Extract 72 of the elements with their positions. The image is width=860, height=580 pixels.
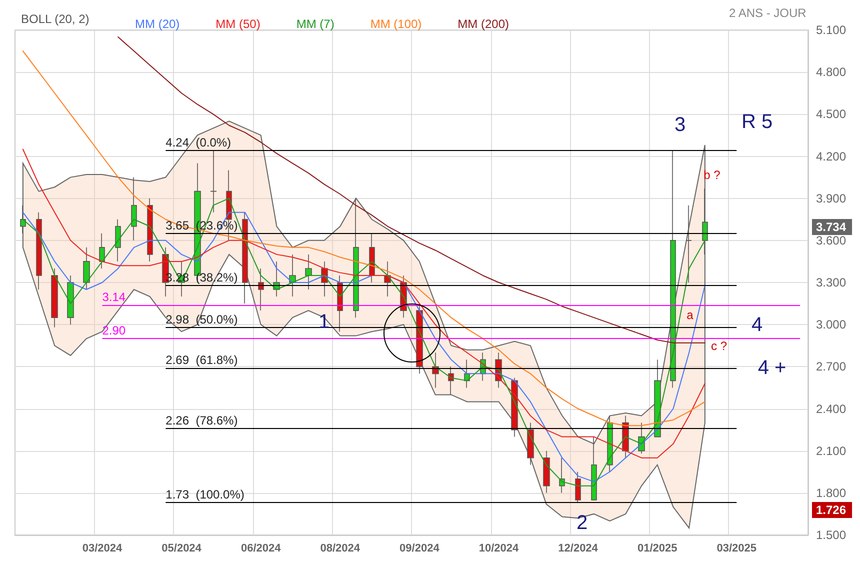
annotation: 3 [674,114,686,136]
candlestick [527,422,534,466]
line-series [22,50,706,426]
ref-line-label: 2.69 (61.8%) [166,353,238,368]
line-series [22,148,706,458]
annotation: 2 [576,512,588,534]
candlestick [369,233,375,283]
text: 1.726 [816,503,846,517]
candlestick [242,212,248,304]
candlestick [51,268,58,328]
x-tick-label: 06/2024 [240,542,282,554]
y-tick-label: 3.300 [816,276,846,290]
candlestick [305,254,312,290]
y-tick-label: 1.800 [816,486,846,500]
y-tick-label: 3.000 [816,318,846,332]
candlestick [670,150,676,388]
candlestick [210,150,217,213]
candlestick [131,176,137,241]
ref-line-label: 1.73 (100.0%) [166,488,244,502]
y-tick-label: 2.700 [816,360,846,374]
annotation: R 5 [741,111,773,133]
annotation: 4 [751,314,763,336]
candlestick [147,198,153,262]
annotation: c ? [710,339,728,353]
ref-line-label: 2.90 [102,324,126,338]
candlestick [416,303,423,374]
candlestick [702,188,708,255]
legend-title: BOLL (20, 2) [21,12,90,26]
y-tick-label: 1.500 [816,528,846,542]
text: MM (100) [370,17,422,31]
ref-line-label: 2.26 (78.6%) [166,413,238,428]
x-tick-label: 01/2025 [637,542,678,554]
candlestick [115,218,121,262]
text: 3.734 [816,220,846,234]
annotation: 4 + [758,357,786,379]
candlestick [353,198,359,318]
y-tick-label: 3.600 [816,233,846,248]
y-tick-label: 5.100 [816,23,846,37]
text: MM (20) [135,17,180,31]
y-tick-label: 2.400 [816,402,846,416]
x-tick-label: 12/2024 [558,542,599,554]
candlestick [686,204,692,283]
candlestick [591,436,597,500]
ref-line-label: 3.14 [102,290,126,304]
candlestick [511,377,518,438]
candlestick [289,254,296,297]
annotation: a [686,308,694,322]
ref-line-label: 4.24 (0.0%) [166,136,232,150]
x-tick-label: 08/2024 [320,542,361,554]
y-tick-label: 4.800 [816,65,846,80]
x-tick-label: 10/2024 [478,542,520,554]
candlestick [20,204,26,234]
candlestick [654,359,661,438]
y-tick-label: 4.500 [816,107,846,122]
candlestick [575,471,581,504]
x-tick-label: 03/2025 [716,542,757,554]
candlestick [258,268,264,311]
text: MM (200) [458,17,510,31]
candlestick [543,450,550,494]
x-tick-label: 03/2024 [82,542,123,554]
y-tick-label: 2.100 [816,444,846,458]
x-tick-label: 05/2024 [162,542,202,554]
candlestick [83,247,90,290]
candlestick [99,233,105,269]
y-tick-label: 4.200 [816,149,846,164]
chart-subtitle: 2 ANS - JOUR [728,6,807,20]
x-tick-label: 09/2024 [400,542,440,554]
candlestick [67,275,74,325]
y-tick-label: 3.900 [816,191,846,206]
text: MM (50) [216,17,260,31]
text: MM (7) [296,17,334,31]
candlestick [36,212,42,290]
